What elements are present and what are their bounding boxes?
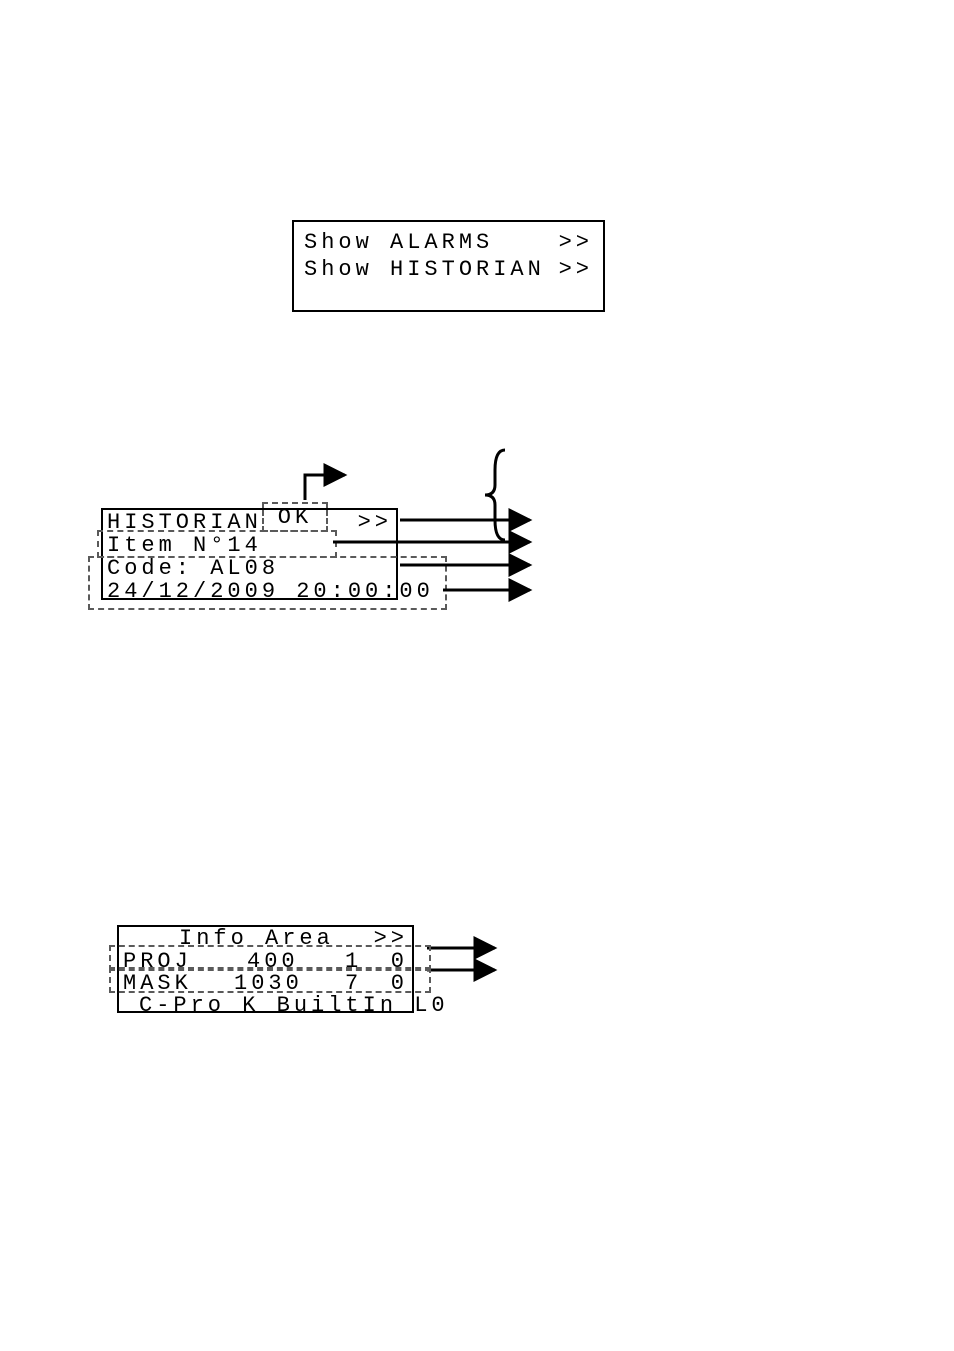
info-mask-highlight <box>109 967 431 993</box>
info-footer: C-Pro K BuiltIn L0 <box>139 993 449 1018</box>
arrow-ok-icon <box>0 0 954 1351</box>
